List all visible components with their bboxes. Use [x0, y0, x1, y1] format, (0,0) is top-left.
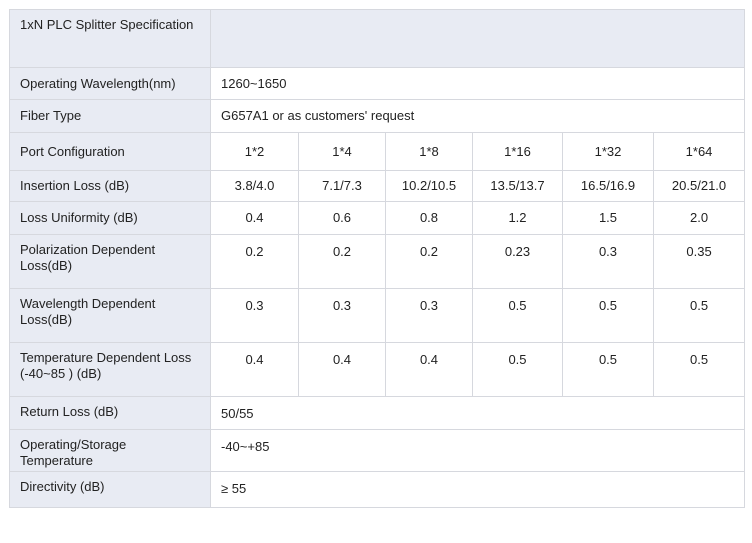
- insertion-loss-cell: 20.5/21.0: [652, 170, 746, 202]
- wdl-cell: 0.5: [562, 288, 654, 343]
- pdl-cell: 0.2: [298, 234, 386, 289]
- port-config-cell: 1*16: [472, 132, 563, 171]
- insertion-loss-cell: 7.1/7.3: [298, 170, 386, 202]
- value-fiber-type: G657A1 or as customers' request: [209, 99, 746, 133]
- table-row: Insertion Loss (dB) 3.8/4.0 7.1/7.3 10.2…: [9, 170, 746, 202]
- table-row: Operating Wavelength(nm) 1260~1650: [9, 67, 746, 100]
- pdl-cell: 0.3: [562, 234, 654, 289]
- port-config-cell: 1*2: [210, 132, 299, 171]
- port-config-cell: 1*32: [562, 132, 654, 171]
- tdl-cell: 0.5: [472, 342, 563, 397]
- table-title: 1xN PLC Splitter Specification: [9, 9, 211, 68]
- table-row: Return Loss (dB) 50/55: [9, 396, 746, 430]
- tdl-cell: 0.5: [652, 342, 746, 397]
- table-row: Loss Uniformity (dB) 0.4 0.6 0.8 1.2 1.5…: [9, 201, 746, 235]
- loss-uniformity-cell: 1.2: [472, 201, 563, 235]
- row-label-return-loss: Return Loss (dB): [9, 396, 211, 430]
- tdl-cell: 0.4: [298, 342, 386, 397]
- wdl-cell: 0.5: [652, 288, 746, 343]
- insertion-loss-cell: 3.8/4.0: [210, 170, 299, 202]
- table-row: Port Configuration 1*2 1*4 1*8 1*16 1*32…: [9, 132, 746, 171]
- row-label-pdl: Polarization Dependent Loss(dB): [9, 234, 211, 289]
- wdl-cell: 0.3: [298, 288, 386, 343]
- pdl-cell: 0.2: [385, 234, 473, 289]
- row-label-port-configuration: Port Configuration: [9, 132, 211, 171]
- tdl-cell: 0.4: [210, 342, 299, 397]
- table-row: Wavelength Dependent Loss(dB) 0.3 0.3 0.…: [9, 288, 746, 343]
- loss-uniformity-cell: 2.0: [652, 201, 746, 235]
- row-label-directivity: Directivity (dB): [9, 471, 211, 508]
- port-config-cell: 1*8: [385, 132, 473, 171]
- insertion-loss-cell: 10.2/10.5: [385, 170, 473, 202]
- table-row: Operating/Storage Temperature -40~+85: [9, 429, 746, 472]
- table-row: Directivity (dB) ≥ 55: [9, 471, 746, 508]
- row-label-wdl: Wavelength Dependent Loss(dB): [9, 288, 211, 343]
- value-return-loss: 50/55: [209, 396, 746, 430]
- pdl-cell: 0.23: [472, 234, 563, 289]
- header-fill: [209, 9, 746, 68]
- row-label-insertion-loss: Insertion Loss (dB): [9, 170, 211, 202]
- loss-uniformity-cell: 0.8: [385, 201, 473, 235]
- row-label-fiber-type: Fiber Type: [9, 99, 211, 133]
- tdl-cell: 0.4: [385, 342, 473, 397]
- row-label-operating-wavelength: Operating Wavelength(nm): [9, 67, 211, 100]
- insertion-loss-cell: 13.5/13.7: [472, 170, 563, 202]
- row-label-operating-storage-temperature: Operating/Storage Temperature: [9, 429, 211, 472]
- table-row: Fiber Type G657A1 or as customers' reque…: [9, 99, 746, 133]
- row-label-tdl: Temperature Dependent Loss (-40~85 ) (dB…: [9, 342, 211, 397]
- insertion-loss-cell: 16.5/16.9: [562, 170, 654, 202]
- value-operating-wavelength: 1260~1650: [209, 67, 746, 100]
- pdl-cell: 0.35: [652, 234, 746, 289]
- value-operating-storage-temperature: -40~+85: [209, 429, 746, 472]
- pdl-cell: 0.2: [210, 234, 299, 289]
- port-config-cell: 1*4: [298, 132, 386, 171]
- loss-uniformity-cell: 0.4: [210, 201, 299, 235]
- row-label-loss-uniformity: Loss Uniformity (dB): [9, 201, 211, 235]
- table-row: Polarization Dependent Loss(dB) 0.2 0.2 …: [9, 234, 746, 289]
- table-row: Temperature Dependent Loss (-40~85 ) (dB…: [9, 342, 746, 397]
- port-config-cell: 1*64: [652, 132, 746, 171]
- wdl-cell: 0.3: [385, 288, 473, 343]
- table-row-header: 1xN PLC Splitter Specification: [9, 9, 746, 68]
- tdl-cell: 0.5: [562, 342, 654, 397]
- spec-table: 1xN PLC Splitter Specification Operating…: [9, 9, 746, 508]
- loss-uniformity-cell: 1.5: [562, 201, 654, 235]
- wdl-cell: 0.5: [472, 288, 563, 343]
- wdl-cell: 0.3: [210, 288, 299, 343]
- value-directivity: ≥ 55: [209, 471, 746, 508]
- loss-uniformity-cell: 0.6: [298, 201, 386, 235]
